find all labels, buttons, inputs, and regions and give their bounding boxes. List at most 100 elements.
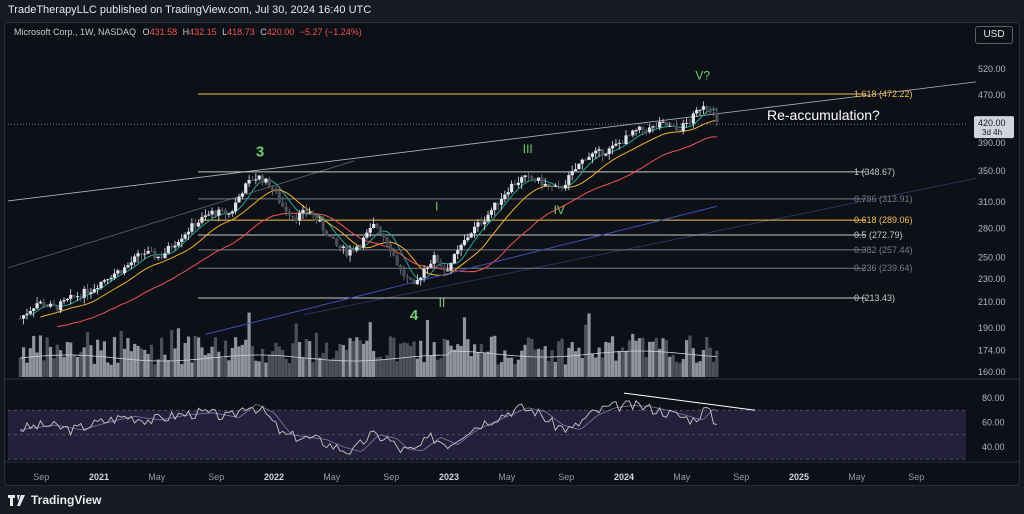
volume-bar	[112, 337, 117, 377]
volume-bar	[688, 335, 692, 377]
volume-bar	[644, 357, 648, 377]
candle-body	[536, 177, 541, 181]
volume-bar	[382, 359, 386, 377]
candle-body	[570, 171, 574, 176]
candle-body	[210, 210, 214, 215]
volume-bar	[456, 344, 460, 377]
volume-bar	[22, 347, 26, 377]
candle-body	[297, 212, 302, 221]
candle-body	[240, 193, 244, 197]
candle-body	[321, 220, 325, 231]
volume-bar	[136, 345, 140, 377]
price-axis: 520.00 470.00 420.00 390.00 350.00 310.00 280.…	[8, 64, 1014, 452]
volume-bar	[627, 340, 631, 377]
time-tick: Sep	[733, 472, 749, 482]
currency-button[interactable]: USD	[975, 26, 1013, 44]
candle-body	[610, 145, 615, 149]
volume-bar	[415, 358, 419, 377]
candle-body	[129, 262, 133, 266]
fib-label-0.786: 0.786 (313.91)	[854, 194, 913, 204]
candle-body	[200, 217, 204, 223]
candle-body	[435, 255, 440, 263]
candle-body	[136, 253, 140, 257]
volume-bar	[230, 347, 234, 377]
candle-body	[345, 246, 349, 256]
volume-bar	[543, 346, 547, 377]
volume-bar	[597, 347, 601, 377]
volume-bar	[536, 348, 541, 377]
candle-body	[173, 245, 177, 248]
volume-bar	[190, 362, 194, 377]
price-tick: 390.00	[978, 138, 1006, 148]
candle-body	[547, 183, 551, 186]
candle-body	[328, 236, 332, 238]
volume-bar	[509, 357, 514, 377]
rsi-line	[20, 392, 756, 455]
tradingview-logo[interactable]: TradingView	[8, 493, 101, 507]
volume-bar	[654, 337, 658, 377]
candle-body	[526, 175, 531, 177]
price-chart[interactable]: 1.618 (472.22) 1 (348.67) 0.786 (313.91) 0.…	[4, 22, 1020, 486]
price-tick: 174.00	[978, 345, 1006, 355]
volume-bar	[641, 337, 645, 377]
candle-body	[35, 303, 39, 309]
volume-bar	[52, 358, 56, 377]
legend-l-label: L	[222, 27, 227, 37]
rsi-tick: 60.00	[982, 418, 1005, 428]
time-tick: May	[323, 472, 341, 482]
candle-body	[557, 185, 561, 187]
ma-200	[205, 205, 718, 335]
candle-body	[617, 142, 621, 144]
candle-body	[304, 209, 308, 213]
volume-bar	[328, 359, 332, 377]
volume-bar	[563, 364, 568, 377]
volume-bar	[425, 319, 430, 377]
candle-body	[331, 236, 335, 239]
candle-body	[688, 122, 692, 124]
fib-label-0.618: 0.618 (289.06)	[854, 215, 913, 225]
time-tick: 2022	[264, 472, 284, 482]
volume-bar	[708, 347, 712, 377]
candle-body	[409, 277, 413, 280]
price-tick: 520.00	[978, 64, 1006, 74]
left-trend-line	[7, 160, 355, 269]
volume-bar	[523, 344, 527, 377]
candle-body	[594, 150, 598, 154]
candle-body	[398, 265, 403, 270]
volume-bars	[18, 312, 719, 377]
ma-short	[30, 108, 718, 317]
candle-body	[38, 301, 43, 304]
volume-bar	[284, 358, 288, 377]
candle-body	[573, 169, 578, 172]
candle-body	[260, 175, 265, 183]
candle-body	[254, 179, 258, 181]
candle-body	[698, 109, 702, 111]
price-tick: 160.00	[978, 367, 1006, 377]
volume-bar	[331, 358, 335, 377]
candle-body	[79, 296, 83, 298]
volume-bar	[516, 359, 520, 377]
candle-body	[72, 294, 76, 297]
candle-body	[183, 234, 187, 239]
price-tick: 350.00	[978, 166, 1006, 176]
candle-body	[563, 184, 568, 189]
candle-body	[143, 253, 147, 255]
volume-bar	[109, 364, 113, 377]
legend-c: 420.00	[267, 27, 295, 37]
candle-body	[533, 179, 537, 181]
volume-bar	[210, 346, 214, 377]
last-price-countdown: 3d 4h	[982, 128, 1002, 137]
candle-body	[250, 179, 255, 181]
volume-bar	[176, 328, 181, 377]
volume-bar	[435, 359, 440, 377]
candle-body	[65, 298, 69, 301]
volume-bar	[301, 358, 305, 377]
fib-label-1: 1 (348.67)	[854, 167, 895, 177]
candle-body	[281, 202, 285, 207]
volume-bar	[166, 360, 170, 377]
wave-label: 4	[410, 307, 419, 324]
legend-line: Microsoft Corp., 1W, NASDAQ O431.58 H432…	[14, 27, 362, 37]
volume-bar	[392, 337, 396, 377]
candle-body	[513, 183, 517, 185]
candle-body	[590, 153, 594, 157]
